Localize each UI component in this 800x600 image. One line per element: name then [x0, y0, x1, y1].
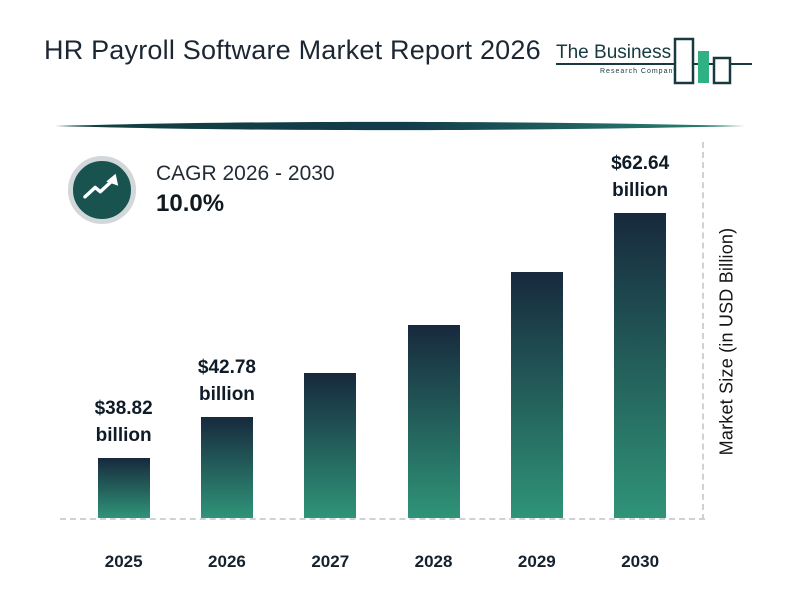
bar-value-label: $38.82 billion — [94, 398, 153, 446]
logo-text-line1: The Business — [556, 42, 671, 63]
logo-bars-icon — [673, 37, 732, 85]
bar-2027 — [304, 373, 357, 518]
year-label: 2026 — [208, 552, 246, 571]
cagr-label: CAGR 2026 - 2030 — [156, 162, 335, 185]
cagr-block: CAGR 2026 - 2030 10.0% — [68, 156, 335, 224]
bar-group: $38.82 billion — [72, 395, 175, 518]
y-axis-dashed-line — [702, 142, 704, 520]
growth-arrow-icon — [68, 156, 136, 224]
bar-group — [279, 373, 382, 518]
x-axis-baseline — [60, 518, 705, 520]
year-label: 2025 — [104, 552, 143, 571]
bar-2030 — [614, 213, 667, 518]
year-label: 2028 — [414, 552, 453, 571]
x-axis-labels: 2025 2026 2027 2028 2029 2030 — [72, 540, 692, 572]
year-label: 2030 — [621, 552, 660, 571]
company-logo: The Business Research Company — [556, 37, 752, 85]
cagr-value: 10.0% — [156, 190, 225, 217]
bar-2029 — [510, 272, 563, 518]
header-divider — [55, 121, 745, 131]
bar-group — [382, 325, 485, 518]
bar-chart: $38.82 billion $42.78 billion $62.64 billion — [72, 150, 692, 518]
page-title: HR Payroll Software Market Report 2026 — [44, 35, 541, 65]
bar-2025 — [97, 458, 150, 518]
year-label: 2027 — [311, 552, 350, 571]
logo-text-line2: Research Company — [600, 68, 678, 75]
bar-group — [485, 272, 588, 518]
bar-value-label: $62.64 billion — [611, 153, 670, 201]
bar-group: $62.64 billion — [588, 150, 691, 518]
year-label: 2029 — [517, 552, 556, 571]
y-axis-title: Market Size (in USD Billion) — [716, 227, 737, 456]
cagr-text: CAGR 2026 - 2030 10.0% — [156, 162, 335, 218]
bar-2026 — [200, 417, 253, 518]
bar-value-label: $42.78 billion — [197, 357, 256, 405]
bar-2028 — [407, 325, 460, 518]
bar-group: $42.78 billion — [175, 354, 278, 518]
